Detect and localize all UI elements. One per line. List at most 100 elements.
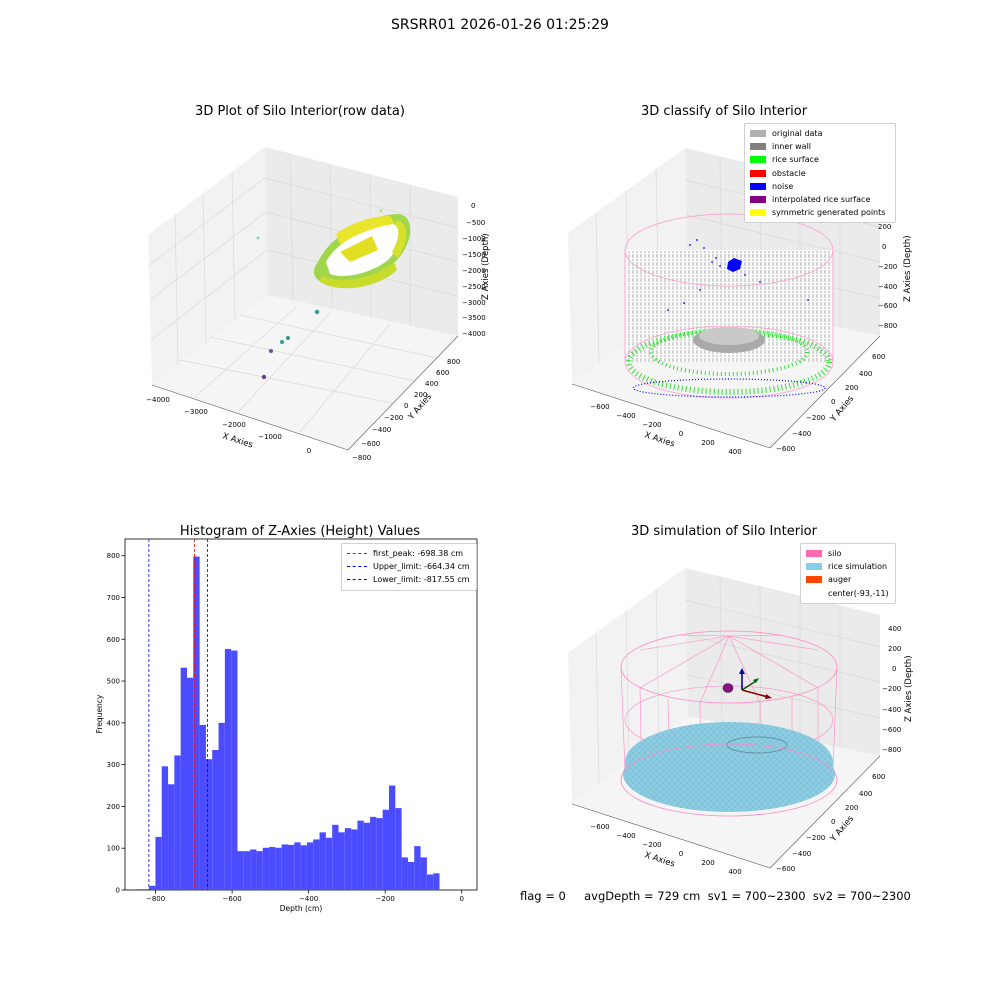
legend-entry: rice surface bbox=[750, 153, 890, 166]
simulation3d-ztick: −200 bbox=[882, 685, 901, 693]
legend-entry: Upper_limit: -664.34 cm bbox=[347, 560, 471, 573]
raw3d-xtick: −2000 bbox=[222, 421, 246, 429]
histogram-bar bbox=[174, 755, 181, 890]
classify3d-xtick: 400 bbox=[728, 448, 741, 456]
classify3d-ticks: −600 −400 −200 0 200 400 600 400 200 0 −… bbox=[590, 223, 897, 456]
simulation3d-ytick: −200 bbox=[806, 834, 825, 842]
raw3d-ztick: −500 bbox=[466, 219, 485, 227]
simulation3d-title: 3D simulation of Silo Interior bbox=[631, 524, 817, 539]
histogram-bar bbox=[313, 839, 320, 890]
raw3d-ztick: −1500 bbox=[462, 251, 486, 259]
simulation3d-ztick: 200 bbox=[888, 645, 901, 653]
simulation3d-ztick: −600 bbox=[882, 726, 901, 734]
legend-swatch bbox=[806, 550, 822, 558]
simulation3d-ytick: 200 bbox=[845, 804, 858, 812]
legend-label: center(-93,-11) bbox=[828, 588, 889, 598]
legend-label: noise bbox=[772, 181, 794, 191]
histogram-ylabel: Frequency bbox=[95, 694, 104, 733]
classify3d-ztick: −800 bbox=[878, 322, 897, 330]
simulation3d-ytick: 400 bbox=[859, 790, 872, 798]
legend-line bbox=[347, 566, 367, 568]
legend-swatch bbox=[750, 156, 766, 164]
raw3d-ytick: 400 bbox=[425, 380, 438, 388]
classify3d-ztick: −200 bbox=[878, 263, 897, 271]
classify3d-xtick: 0 bbox=[679, 430, 683, 438]
simulation3d-ztick: −400 bbox=[882, 706, 901, 714]
raw3d-ytick: −800 bbox=[352, 454, 371, 462]
legend-label: auger bbox=[828, 575, 852, 585]
legend-swatch bbox=[806, 590, 822, 597]
histogram-xtick-label: 0 bbox=[459, 895, 463, 903]
legend-label: interpolated rice surface bbox=[772, 195, 871, 205]
classify3d-ytick: 0 bbox=[831, 398, 835, 406]
histogram-bar bbox=[401, 857, 408, 890]
histogram-bar bbox=[319, 832, 326, 890]
legend-entry: noise bbox=[750, 180, 890, 193]
raw3d-zlabel: Z Axies (Depth) bbox=[481, 233, 491, 300]
raw3d-xtick: −4000 bbox=[146, 396, 170, 404]
histogram-bar bbox=[294, 842, 301, 890]
raw3d-box bbox=[147, 147, 459, 451]
histogram-title: Histogram of Z-Axies (Height) Values bbox=[179, 524, 421, 539]
classify3d-ytick: 400 bbox=[859, 370, 872, 378]
histogram-ytick-label: 300 bbox=[107, 761, 120, 769]
histogram-ytick-label: 100 bbox=[107, 845, 120, 853]
simulation3d-xlabel: X Axies bbox=[643, 850, 676, 869]
simulation3d-xtick: −200 bbox=[642, 841, 661, 849]
simulation3d-ytick: 0 bbox=[831, 818, 835, 826]
histogram-ytick-label: 600 bbox=[107, 636, 120, 644]
histogram-bar bbox=[186, 677, 194, 890]
legend-swatch bbox=[750, 209, 766, 217]
histogram-bar bbox=[395, 808, 402, 890]
raw3d-ytick: −600 bbox=[361, 440, 380, 448]
classify3d-xtick: 200 bbox=[701, 439, 714, 447]
legend-swatch bbox=[750, 143, 766, 151]
raw3d-ztick: −4000 bbox=[462, 330, 486, 338]
classify3d-ztick: −400 bbox=[878, 283, 897, 291]
histogram-bar bbox=[376, 818, 383, 890]
simulation3d-ztick: 400 bbox=[888, 625, 901, 633]
simulation3d-xtick: −600 bbox=[590, 823, 609, 831]
legend-entry: obstacle bbox=[750, 167, 890, 180]
raw3d-ytick: −200 bbox=[384, 414, 403, 422]
histogram-legend: first_peak: -698.38 cm Upper_limit: -664… bbox=[341, 543, 477, 591]
histogram-bar bbox=[332, 824, 339, 890]
raw3d-title: 3D Plot of Silo Interior(row data) bbox=[195, 104, 405, 119]
legend-label: original data bbox=[772, 129, 823, 139]
legend-label: symmetric generated points bbox=[772, 208, 886, 218]
legend-label: Lower_limit: -817.55 cm bbox=[373, 575, 470, 585]
histogram-bar bbox=[382, 809, 389, 890]
histogram-bar bbox=[250, 849, 257, 890]
classify3d-ytick: −400 bbox=[792, 430, 811, 438]
simulation3d-ztick: −800 bbox=[882, 746, 901, 754]
histogram-bar bbox=[168, 784, 175, 890]
raw3d-xtick: 0 bbox=[307, 447, 311, 455]
legend-entry: rice simulation bbox=[806, 560, 890, 573]
raw3d-ytick: 800 bbox=[447, 358, 460, 366]
raw3d-ytick: −400 bbox=[372, 426, 391, 434]
histogram-bar bbox=[407, 862, 415, 890]
histogram-bar bbox=[287, 844, 295, 890]
histogram-bar bbox=[199, 724, 206, 890]
histogram-bar bbox=[275, 847, 282, 890]
histogram-bar bbox=[161, 766, 169, 890]
legend-swatch bbox=[806, 563, 822, 571]
legend-swatch bbox=[750, 196, 766, 204]
legend-label: Upper_limit: -664.34 cm bbox=[373, 562, 470, 572]
raw3d-ztick: −2000 bbox=[462, 267, 486, 275]
classify3d-points bbox=[624, 213, 834, 399]
classify3d-ytick: −200 bbox=[806, 414, 825, 422]
raw3d-ytick: 600 bbox=[436, 369, 449, 377]
legend-line bbox=[347, 579, 367, 581]
legend-swatch bbox=[806, 576, 822, 584]
histogram-bar bbox=[269, 846, 276, 890]
figure-title: SRSRR01 2026-01-26 01:25:29 bbox=[391, 17, 609, 33]
legend-label: first_peak: -698.38 cm bbox=[373, 549, 464, 559]
simulation3d-scene bbox=[620, 630, 838, 817]
legend-entry: Lower_limit: -817.55 cm bbox=[347, 573, 471, 586]
legend-entry: inner wall bbox=[750, 140, 890, 153]
raw3d-ztick: −1000 bbox=[462, 235, 486, 243]
